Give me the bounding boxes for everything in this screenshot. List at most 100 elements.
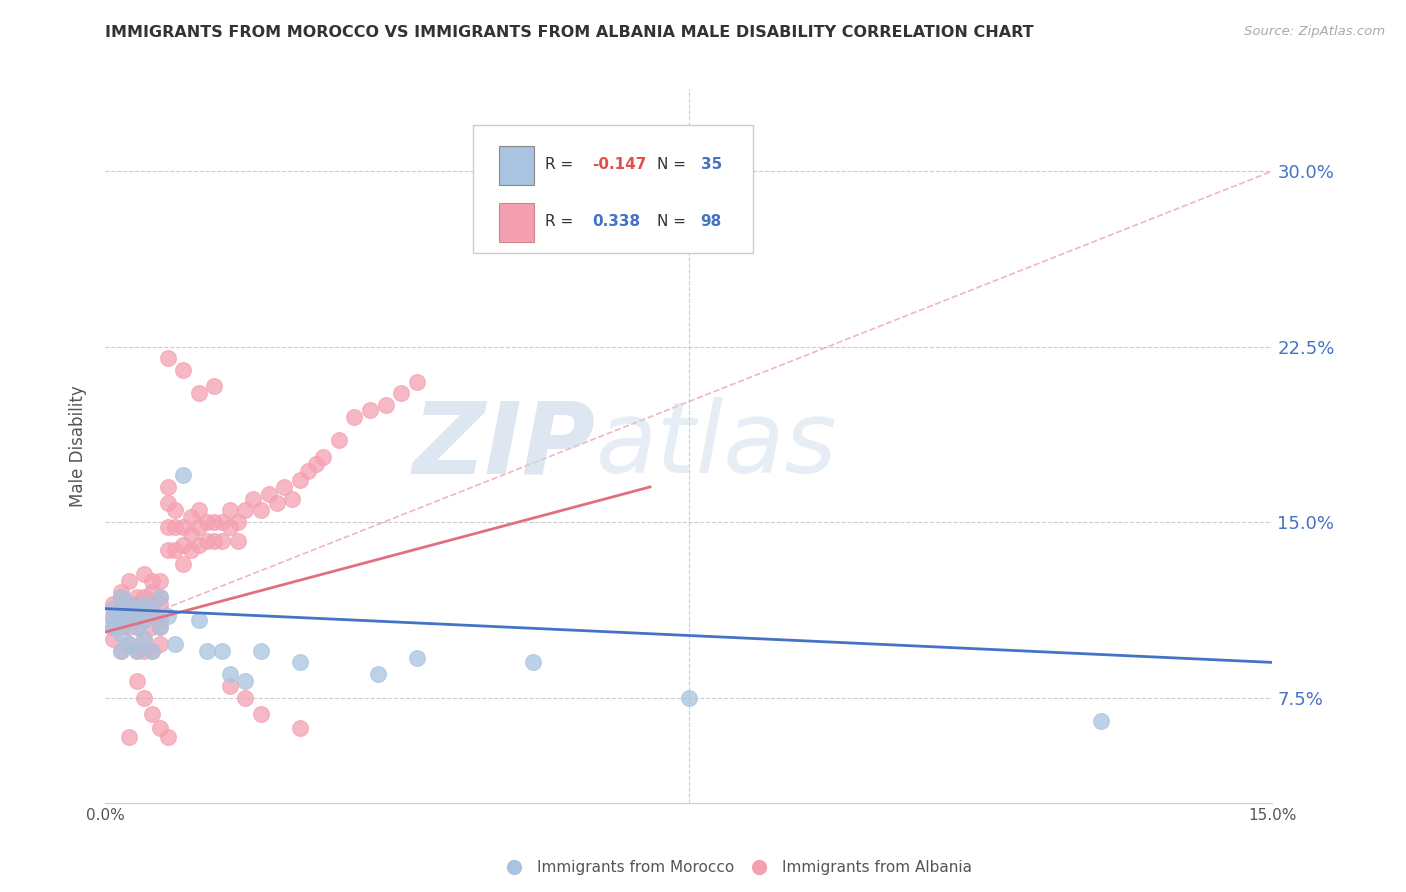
- Point: [110, 590, 132, 604]
- Point: [156, 608, 179, 623]
- Point: [405, 375, 427, 389]
- Point: [180, 526, 202, 541]
- Point: [165, 519, 187, 533]
- Point: [110, 644, 132, 658]
- Point: [103, 632, 125, 646]
- Point: [156, 731, 179, 745]
- Point: [134, 613, 156, 627]
- Point: [125, 674, 148, 689]
- Point: [250, 503, 273, 517]
- Point: [103, 620, 125, 634]
- Text: 98: 98: [700, 214, 721, 229]
- Point: [219, 503, 242, 517]
- Text: 0.338: 0.338: [592, 214, 640, 229]
- Point: [242, 491, 264, 506]
- Point: [103, 601, 125, 615]
- Point: [149, 590, 172, 604]
- Point: [187, 613, 209, 627]
- Point: [149, 721, 172, 735]
- Point: [288, 721, 311, 735]
- Point: [125, 620, 148, 634]
- Point: [195, 533, 218, 548]
- Point: [103, 608, 125, 623]
- Point: [149, 590, 172, 604]
- Point: [134, 632, 156, 646]
- Point: [165, 637, 187, 651]
- Point: [149, 637, 172, 651]
- Bar: [499, 202, 534, 242]
- Point: [288, 656, 311, 670]
- Point: [118, 613, 141, 627]
- Point: [118, 637, 141, 651]
- Point: [328, 433, 350, 447]
- Point: [134, 613, 156, 627]
- Point: [125, 590, 148, 604]
- Point: [134, 632, 156, 646]
- Point: [149, 613, 172, 627]
- Point: [125, 597, 148, 611]
- Point: [141, 644, 163, 658]
- FancyBboxPatch shape: [472, 125, 754, 253]
- Text: Immigrants from Morocco: Immigrants from Morocco: [537, 860, 734, 874]
- Point: [172, 519, 194, 533]
- Point: [288, 473, 311, 487]
- Point: [110, 627, 132, 641]
- Point: [312, 450, 335, 464]
- Point: [156, 496, 179, 510]
- Point: [118, 574, 141, 588]
- Point: [257, 487, 280, 501]
- Point: [141, 585, 163, 599]
- Point: [281, 491, 304, 506]
- Point: [219, 667, 242, 681]
- Point: [165, 543, 187, 558]
- Point: [522, 656, 544, 670]
- Point: [235, 690, 257, 705]
- Point: [118, 604, 141, 618]
- Point: [187, 538, 209, 552]
- Point: [172, 468, 194, 483]
- Point: [226, 515, 249, 529]
- Point: [141, 597, 163, 611]
- Point: [118, 613, 141, 627]
- Point: [125, 613, 148, 627]
- Text: atlas: atlas: [596, 398, 837, 494]
- Point: [141, 601, 163, 615]
- Point: [235, 674, 257, 689]
- Point: [273, 480, 295, 494]
- Point: [103, 597, 125, 611]
- Point: [125, 644, 148, 658]
- Point: [172, 538, 194, 552]
- Point: [118, 637, 141, 651]
- Point: [118, 731, 141, 745]
- Text: R =: R =: [546, 214, 578, 229]
- Point: [141, 608, 163, 623]
- Point: [180, 543, 202, 558]
- Point: [134, 597, 156, 611]
- Point: [1090, 714, 1112, 728]
- Point: [202, 379, 225, 393]
- Point: [103, 613, 125, 627]
- Point: [103, 620, 125, 634]
- Point: [211, 533, 233, 548]
- Text: N =: N =: [658, 214, 692, 229]
- Point: [297, 464, 319, 478]
- Point: [134, 590, 156, 604]
- Point: [110, 620, 132, 634]
- Point: [165, 503, 187, 517]
- Point: [118, 597, 141, 611]
- Point: [149, 620, 172, 634]
- Text: IMMIGRANTS FROM MOROCCO VS IMMIGRANTS FROM ALBANIA MALE DISABILITY CORRELATION C: IMMIGRANTS FROM MOROCCO VS IMMIGRANTS FR…: [105, 25, 1033, 40]
- Point: [149, 574, 172, 588]
- Text: R =: R =: [546, 157, 578, 172]
- Point: [134, 690, 156, 705]
- Point: [134, 566, 156, 581]
- Point: [235, 503, 257, 517]
- Point: [118, 597, 141, 611]
- Point: [141, 620, 163, 634]
- Point: [266, 496, 288, 510]
- Point: [180, 510, 202, 524]
- Point: [250, 644, 273, 658]
- Point: [118, 597, 141, 611]
- Point: [202, 533, 225, 548]
- Text: Source: ZipAtlas.com: Source: ZipAtlas.com: [1244, 25, 1385, 38]
